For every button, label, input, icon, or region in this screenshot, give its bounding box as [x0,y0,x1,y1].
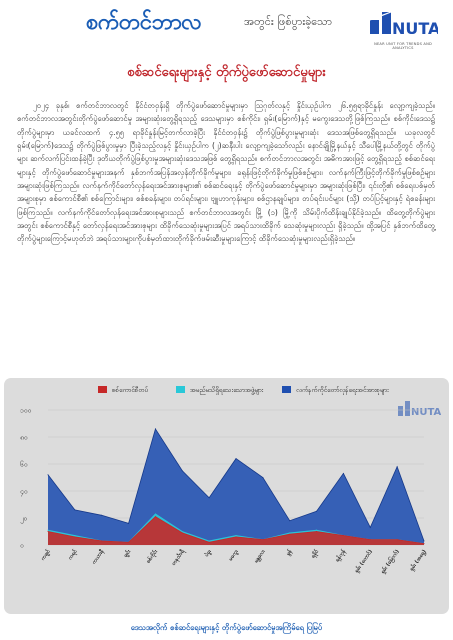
data-point [128,522,130,524]
data-point [235,536,237,538]
data-point [74,509,76,511]
x-axis-ticks: ကချင် ကရင် ကယားနီ ချင်း စစ်ကိုင်း တနင်္သာရီ ပဲ… [40,548,428,576]
data-point [181,470,183,472]
data-point [208,541,210,543]
series-area-2 [48,428,424,545]
y-tick-label: ၂၀ [20,515,27,524]
y-tick-label: ၀ [20,542,24,550]
legend-label-military: စစ်ကောင်စီတပ် [112,387,149,394]
logo-text: NUTA [392,19,438,38]
x-tick-label: ကယားနီ [91,548,106,566]
watermark-logo-icon: NUTA [398,401,441,418]
page-subtitle: စစ်ဆင်ရေးများနှင့် တိုက်ပွဲဖော်ဆောင်မှုမ… [127,65,326,80]
x-tick-label: ပဲခူး [203,548,214,559]
legend-item-resistance: လက်နက်ကိုင်တော်လှန်ရေးအင်အားစုများ [282,386,389,395]
y-tick-label: ၁၀၀ [20,407,32,415]
data-point [47,474,49,476]
y-tick-label: ၈၀ [20,434,28,442]
data-point [396,466,398,468]
chart-caption: ဒေသအလိုက် စစ်ဆင်ရေးများနှင့် တိုက်ပွဲဖော… [130,623,323,632]
data-point [235,535,237,537]
data-point [423,543,425,545]
nuta-logo-icon: NUTA [369,11,438,38]
legend-label-unknown: အမည်မသိရှိရသေးသောအဖွဲ့များ [190,387,264,394]
x-tick-label: ရှမ်း (မြောက်) [379,548,402,576]
series-area-0 [48,516,424,545]
legend-swatch-resistance [282,386,291,393]
data-point [128,541,130,543]
legend-item-military: စစ်ကောင်စီတပ် [98,386,148,395]
watermark-text: NUTA [411,407,441,418]
x-tick-label: ရှမ်း (အရှေ့) [409,549,429,573]
data-point [74,535,76,537]
data-point [369,539,371,541]
data-point [101,514,103,516]
x-tick-label: မကွေး [228,548,240,562]
brand-title: စက်တင်ဘာလ [86,10,202,35]
data-point [181,532,183,534]
data-point [47,529,49,531]
x-tick-label: မွန် [285,548,295,558]
data-point [316,529,318,531]
chart-series [47,427,425,545]
legend-label-resistance: လက်နက်ကိုင်တော်လှန်ရေးအင်အားစုများ [296,387,389,394]
data-point [74,536,76,538]
x-tick-label: ရှမ်း (တောင်) [354,549,375,575]
x-tick-label: မန္တလေး [253,548,268,565]
data-point [342,472,344,474]
x-tick-label: ကချင် [40,548,52,562]
data-point [101,540,103,542]
x-tick-label: စစ်ကိုင်း [145,548,160,565]
data-point [47,531,49,532]
x-tick-label: ကရင် [67,548,79,562]
body-paragraph: ၂၀၂၄ ခုနှစ်၊ စက်တင်ဘာလတွင် နိုင်ငံတဝှန်း… [17,101,435,244]
brand-tagline: အတွင်း ဖြစ်ပွားခဲ့သော [244,15,332,28]
data-point [181,531,183,532]
data-point [289,532,291,534]
data-point [154,513,156,515]
x-tick-label: တနင်္သာရီ [171,548,188,567]
logo-subtext: NEAR UNIT FOR TRENDS AND ANALYTICS [374,42,432,50]
data-point [235,458,237,460]
legend-swatch-unknown [176,386,185,393]
data-point [342,535,344,537]
legend-swatch-military [98,386,107,393]
data-point [262,477,264,478]
y-tick-label: ၆၀ [20,461,28,469]
data-point [316,510,318,512]
data-point [208,540,210,542]
x-tick-label: ရန်ကုန် [334,548,348,564]
y-tick-label: ၄၀ [20,488,28,497]
data-point [423,540,425,542]
data-point [208,497,210,499]
x-tick-label: ရခိုင် [310,548,321,560]
legend-item-unknown: အမည်မသိရှိရသေးသောအဖွဲ့များ [176,386,263,395]
data-point [154,428,156,430]
data-point [289,533,291,535]
data-point [396,539,398,541]
data-point [262,539,264,541]
data-point [154,516,156,518]
header: စက်တင်ဘာလ အတွင်း ဖြစ်ပွားခဲ့သော NUTA NEA… [0,0,453,58]
chart-legend: စစ်ကောင်စီတပ် အမည်မသိရှိရသေးသောအဖွဲ့များ… [0,386,453,400]
data-point [369,526,371,528]
x-tick-label: ချင်း [123,548,133,558]
data-point [289,520,291,522]
data-point [316,531,318,532]
